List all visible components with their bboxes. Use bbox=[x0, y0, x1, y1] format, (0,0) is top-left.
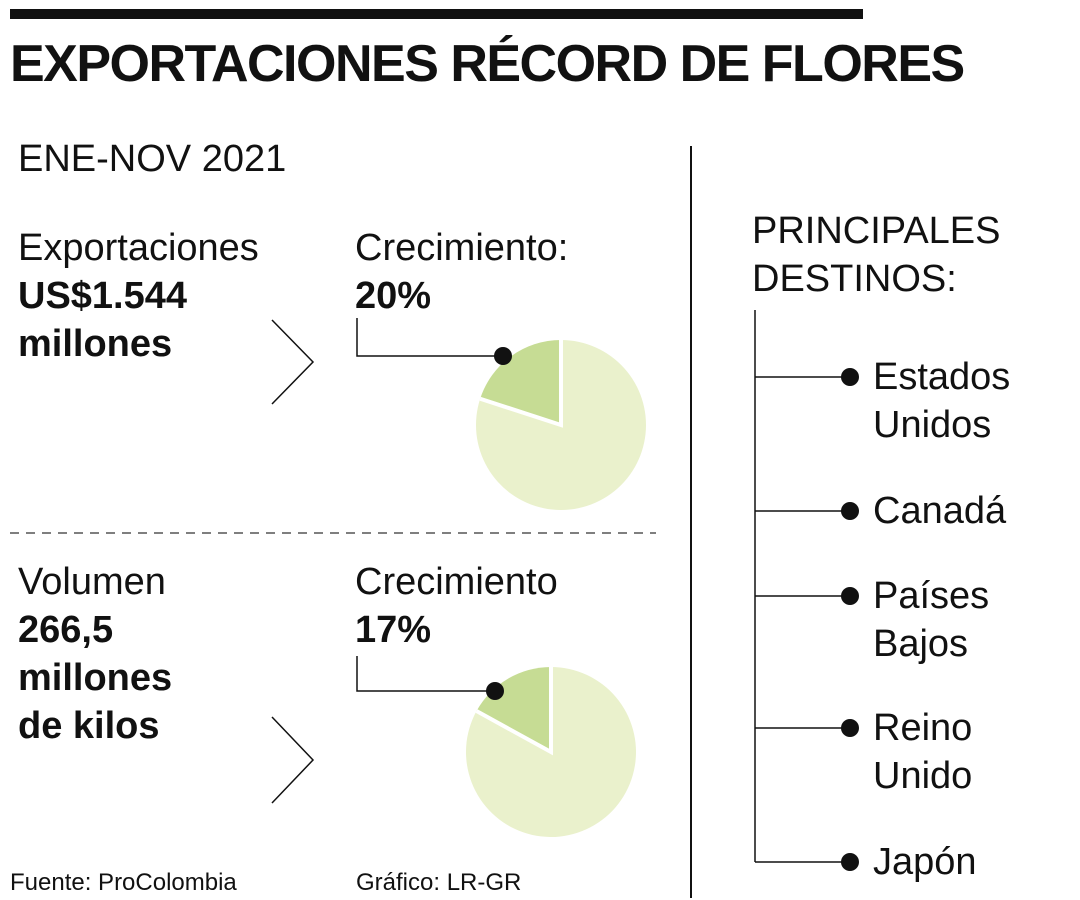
credit-note: Gráfico: LR-GR bbox=[356, 869, 522, 896]
destination-4-line1: Reino bbox=[873, 707, 973, 749]
destination-1-line2: Unidos bbox=[873, 404, 992, 446]
pie-chart-1 bbox=[475, 339, 646, 510]
destination-3-line1: Países bbox=[873, 575, 990, 617]
volume-unit-2: de kilos bbox=[18, 705, 160, 747]
destination-bullet-1 bbox=[841, 368, 859, 386]
source-note: Fuente: ProColombia bbox=[10, 869, 237, 896]
pie-2-slice-border bbox=[475, 667, 553, 756]
callout-dot-2 bbox=[486, 682, 504, 700]
destination-5-line1: Japón bbox=[873, 841, 977, 883]
pie-1-slice-border bbox=[479, 340, 563, 428]
destination-2-line1: Canadá bbox=[873, 490, 1007, 532]
callout-dot-1 bbox=[494, 347, 512, 365]
volume-growth-label: Crecimiento bbox=[355, 561, 558, 603]
volume-growth-value: 17% bbox=[355, 609, 432, 651]
destination-3-line2: Bajos bbox=[873, 623, 969, 665]
chart-title: EXPORTACIONES RÉCORD DE FLORES bbox=[10, 35, 965, 93]
arrow-chevron-1 bbox=[271, 319, 315, 405]
callout-line-1 bbox=[356, 318, 503, 357]
destinations-heading-2: DESTINOS: bbox=[752, 258, 957, 300]
top-rule bbox=[10, 9, 863, 19]
destination-bullet-2 bbox=[841, 502, 859, 520]
destination-bullet-3 bbox=[841, 587, 859, 605]
destination-4-line2: Unido bbox=[873, 755, 973, 797]
period-label: ENE-NOV 2021 bbox=[18, 138, 287, 180]
destinations-heading-1: PRINCIPALES bbox=[752, 210, 1001, 252]
pie-1-callout bbox=[356, 318, 512, 365]
destination-bullet-5 bbox=[841, 853, 859, 871]
volume-unit-1: millones bbox=[18, 657, 173, 699]
destination-1-line1: Estados bbox=[873, 356, 1011, 398]
volume-value: 266,5 bbox=[18, 609, 114, 651]
pie-1-rest-slice bbox=[475, 339, 646, 510]
exports-label: Exportaciones bbox=[18, 227, 259, 269]
exports-unit: millones bbox=[18, 323, 173, 365]
callout-line-2 bbox=[356, 656, 495, 692]
arrow-chevron-2 bbox=[271, 716, 315, 804]
exports-growth-label: Crecimiento: bbox=[355, 227, 569, 269]
destination-bullet-4 bbox=[841, 719, 859, 737]
exports-value: US$1.544 bbox=[18, 275, 188, 317]
pie-2-callout bbox=[356, 656, 504, 700]
volume-label: Volumen bbox=[18, 561, 166, 603]
destinations-tree bbox=[754, 310, 859, 871]
exports-growth-value: 20% bbox=[355, 275, 432, 317]
